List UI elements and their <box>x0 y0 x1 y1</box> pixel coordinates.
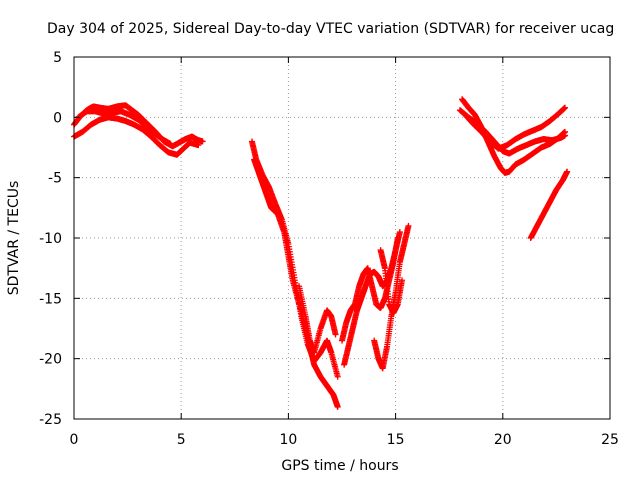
series-track-3 <box>75 108 174 147</box>
y-tick-label: -20 <box>39 352 62 368</box>
data-point <box>332 331 339 338</box>
data-point <box>167 140 174 147</box>
y-tick-label: -15 <box>39 291 62 307</box>
y-tick-label: 5 <box>53 50 62 66</box>
y-tick-label: -10 <box>39 231 62 247</box>
data-series <box>71 96 571 410</box>
series-track-2 <box>71 114 202 158</box>
series-track-5 <box>248 138 341 380</box>
y-tick-label: 0 <box>53 110 62 126</box>
series-track-11 <box>459 96 568 176</box>
data-point <box>195 142 202 149</box>
series-track-14 <box>527 168 571 241</box>
series-track-13 <box>461 104 568 152</box>
y-tick-label: -5 <box>48 171 62 187</box>
chart-title: Day 304 of 2025, Sidereal Day-to-day VTE… <box>47 21 614 37</box>
x-tick-label: 10 <box>279 432 297 448</box>
data-point <box>396 228 403 235</box>
x-tick-label: 15 <box>387 432 405 448</box>
data-point <box>405 222 412 229</box>
series-track-8 <box>339 235 401 344</box>
x-tick-label: 20 <box>494 432 512 448</box>
data-point <box>199 138 206 145</box>
data-point <box>394 235 401 241</box>
x-tick-label: 5 <box>177 432 186 448</box>
x-axis-label: GPS time / hours <box>281 458 398 474</box>
data-point <box>334 373 341 380</box>
y-axis-label: SDTVAR / TECUs <box>6 181 22 296</box>
data-point <box>561 132 568 139</box>
y-axis-ticks: -25 -20 -15 -10 -5 0 5 <box>39 50 610 428</box>
data-point <box>561 104 568 111</box>
series-track-10 <box>377 247 406 316</box>
x-axis-ticks: 0 5 10 15 20 25 <box>70 57 619 448</box>
y-tick-label: -25 <box>39 412 62 428</box>
series-track-6 <box>296 283 339 356</box>
x-tick-label: 25 <box>601 432 619 448</box>
data-point <box>334 403 341 410</box>
data-point <box>564 168 571 175</box>
data-point <box>399 277 406 284</box>
series-track-9 <box>371 222 412 372</box>
x-tick-label: 0 <box>70 432 79 448</box>
